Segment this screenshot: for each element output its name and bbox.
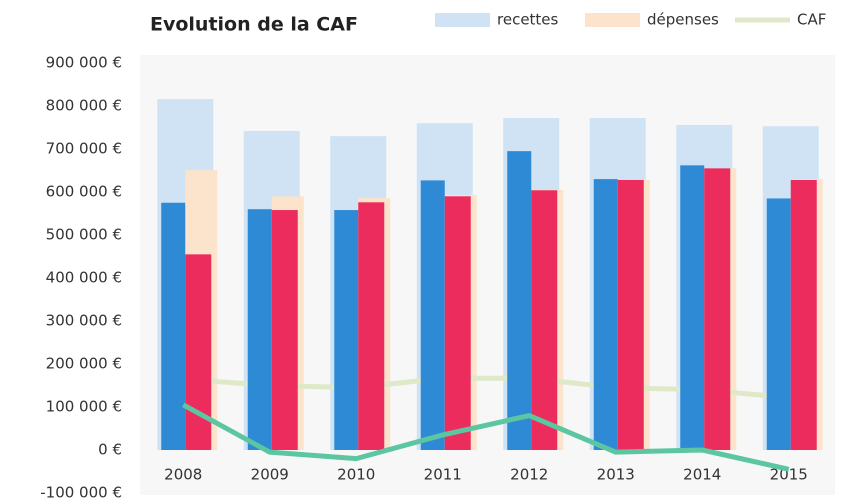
y-tick-label: 700 000 € [46,140,122,158]
bar [334,210,359,450]
y-tick-label: 800 000 € [46,97,122,115]
legend-swatch [585,13,640,27]
x-tick-label: 2010 [337,466,375,484]
y-tick-label: 400 000 € [46,269,122,287]
bar [271,210,298,450]
bar [420,180,445,450]
y-tick-label: 900 000 € [46,54,122,72]
legend-label: CAF [797,11,826,29]
x-tick-label: 2014 [683,466,721,484]
x-tick-label: 2009 [251,466,289,484]
x-tick-label: 2012 [510,466,548,484]
bar [444,196,471,450]
bar [161,202,186,450]
line [182,402,790,472]
bar [766,198,791,450]
y-tick-label: 600 000 € [46,183,122,201]
bar [247,209,272,450]
y-tick-label: 200 000 € [46,355,122,373]
x-tick-label: 2015 [770,466,808,484]
legend-label: dépenses [647,11,719,29]
bar [358,202,385,450]
y-tick-label: 100 000 € [46,398,122,416]
bar [680,165,705,450]
y-tick-label: 0 € [98,441,122,459]
y-tick-label: 500 000 € [46,226,122,244]
x-tick-label: 2008 [164,466,202,484]
bar [507,151,532,450]
legend-swatch [435,13,490,27]
bar [593,179,618,450]
y-tick-label: -100 000 € [40,484,122,501]
x-tick-label: 2013 [597,466,635,484]
chart-title: Evolution de la CAF [150,14,358,36]
y-tick-label: 300 000 € [46,312,122,330]
bar [617,179,644,450]
x-tick-label: 2011 [424,466,462,484]
bar [790,179,817,450]
bar [531,190,558,450]
bar [704,168,731,450]
legend-label: recettes [497,11,559,29]
